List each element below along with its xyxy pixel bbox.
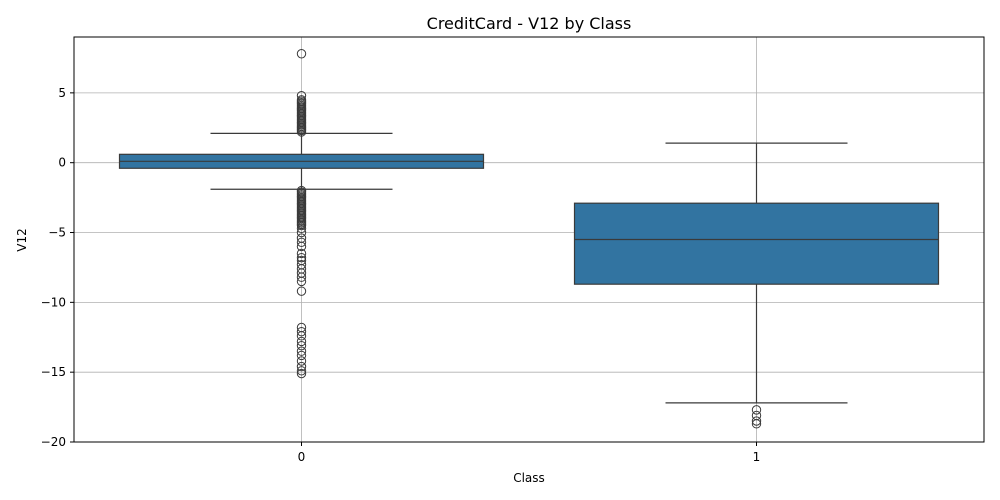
outlier-point (296, 361, 307, 372)
outlier-point (296, 366, 307, 376)
boxes (118, 49, 940, 429)
plot-frame (73, 36, 985, 443)
y-tick-label: −20 (41, 435, 66, 449)
x-tick-label: 1 (753, 450, 761, 464)
outlier-point (296, 336, 307, 347)
outlier-point (296, 237, 307, 247)
outlier-point (296, 127, 307, 137)
outlier-point (296, 49, 307, 59)
outlier-point (296, 220, 307, 231)
outlier-point (296, 241, 307, 252)
y-tick-label: −5 (48, 226, 66, 240)
outlier-point (296, 227, 307, 238)
outlier-point (296, 276, 307, 287)
y-axis: −20 −15 −10 −5 0 5 (41, 86, 74, 449)
outlier-point (296, 356, 307, 366)
x-tick-label: 0 (298, 450, 306, 464)
outlier-point (296, 368, 307, 379)
outlier-point (296, 223, 307, 234)
y-tick-label: 5 (58, 86, 66, 100)
outlier-point (296, 272, 307, 282)
outlier-point (296, 326, 307, 337)
outlier-point (751, 416, 762, 426)
outlier-point (296, 252, 307, 263)
y-axis-label: V12 (15, 228, 29, 251)
outlier-point (751, 405, 762, 415)
y-tick-label: 0 (58, 156, 66, 170)
y-tick-label: −10 (41, 295, 66, 309)
outlier-point (296, 346, 307, 356)
outlier-point (296, 340, 307, 351)
box-group-0 (118, 49, 485, 379)
box (573, 202, 940, 285)
y-tick-label: −15 (41, 365, 66, 379)
outlier-point (296, 286, 307, 296)
x-axis-label: Class (513, 471, 545, 485)
outlier-point (296, 248, 307, 259)
chart-title: CreditCard - V12 by Class (427, 14, 632, 33)
outlier-point (296, 350, 307, 361)
box-group-1 (573, 142, 940, 429)
outlier-point (751, 419, 762, 429)
outlier-point (296, 331, 307, 341)
